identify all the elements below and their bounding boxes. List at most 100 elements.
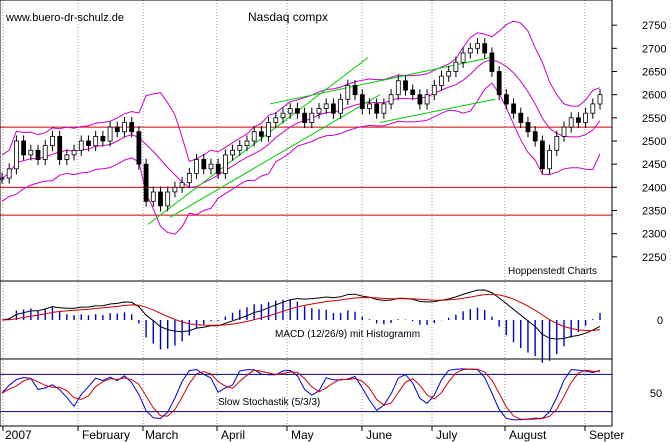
candle-body [489, 52, 495, 72]
candle-body [460, 52, 466, 63]
candle-body [100, 135, 106, 142]
month-label: March [145, 428, 178, 442]
candle-body [345, 85, 351, 100]
candle-body [547, 149, 552, 170]
candle-body [554, 135, 560, 151]
candle-body [208, 163, 214, 170]
price-tick-label: 2450 [642, 159, 666, 171]
plot-frame [0, 0, 613, 427]
candle-body [237, 145, 243, 151]
candle-body [172, 186, 178, 193]
candle-body [86, 140, 91, 146]
candle-body [186, 172, 192, 184]
candle-body [57, 135, 63, 160]
month-label: May [291, 428, 314, 442]
candle-body [597, 94, 603, 105]
candle-body [323, 103, 329, 109]
stoch-label: Slow Stochastik (5/3/3) [218, 397, 320, 408]
candle-body [179, 182, 185, 188]
candle-body [230, 149, 236, 156]
candle-body [251, 131, 257, 142]
candle-body [352, 85, 358, 96]
candle-body [129, 122, 135, 133]
month-label: February [82, 428, 130, 442]
candle-body [64, 154, 70, 160]
candle-body [273, 117, 279, 123]
bollinger-lower [1, 82, 601, 235]
candle-body [78, 140, 84, 151]
macd-line [1, 289, 601, 340]
candle-body [511, 103, 517, 114]
candle-body [568, 117, 574, 128]
candle-body [0, 177, 5, 180]
month-label: 2007 [5, 428, 32, 442]
candle-body [258, 131, 264, 137]
candle-body [150, 191, 156, 202]
candle-body [467, 47, 473, 54]
candle-body [410, 89, 416, 95]
trend-line-lower-march [169, 94, 381, 218]
candle-body [475, 43, 480, 49]
candle-body [222, 154, 228, 174]
candle-body [532, 131, 538, 142]
candle-body [431, 85, 437, 96]
trend-lines [147, 57, 496, 225]
candle-body [114, 126, 120, 133]
candle-body [35, 149, 41, 161]
price-tick-label: 2750 [642, 20, 666, 32]
candle-body [374, 103, 380, 114]
candle-body [287, 108, 293, 114]
candle-body [266, 122, 272, 137]
candle-body [518, 112, 524, 123]
candle-body [309, 112, 315, 123]
price-tick-label: 2500 [642, 136, 666, 148]
month-label: Septer [589, 428, 624, 442]
price-tick-label: 2400 [642, 182, 666, 194]
candle-body [280, 112, 286, 119]
price-tick-label: 2300 [642, 229, 666, 241]
candle-body [122, 122, 127, 133]
candle-body [403, 80, 408, 91]
candle-body [107, 126, 113, 142]
candle-body [21, 140, 27, 156]
candle-body [503, 94, 509, 105]
candle-body [71, 149, 77, 156]
candle-body [496, 71, 502, 96]
bollinger-bands [1, 20, 601, 235]
candle-body [576, 117, 581, 123]
bollinger-middle [1, 59, 601, 188]
candle-body [583, 112, 588, 123]
candle-body [194, 159, 199, 174]
stoch-k-line [1, 368, 601, 421]
price-tick-label: 2250 [642, 252, 666, 264]
price-tick-label: 2700 [642, 43, 666, 55]
candle-body [28, 149, 34, 156]
stoch-tick-label: 50 [650, 388, 662, 400]
candle-body [446, 71, 452, 77]
candle-body [395, 80, 401, 96]
candle-body [540, 140, 545, 170]
grid-lines [2, 0, 586, 426]
candle-body [367, 103, 372, 109]
support-lines [0, 126, 612, 216]
candle-body [42, 145, 48, 160]
candle-body [165, 191, 171, 207]
macd-tick-label: 0 [657, 315, 663, 327]
candle-body [158, 191, 163, 207]
stochastic-panel [0, 368, 612, 421]
price-tick-label: 2600 [642, 90, 666, 102]
candle-body [453, 61, 459, 72]
month-label: August [509, 428, 547, 442]
candle-body [482, 43, 488, 54]
candlesticks [0, 38, 603, 212]
candle-body [330, 103, 336, 114]
trend-line-channel-bottom [379, 98, 496, 123]
price-tick-label: 2650 [642, 67, 666, 79]
candle-body [294, 108, 300, 114]
candle-body [244, 140, 250, 146]
candle-body [439, 75, 444, 86]
candle-body [561, 126, 567, 137]
chart-title: Nasdaq compx [248, 10, 328, 24]
